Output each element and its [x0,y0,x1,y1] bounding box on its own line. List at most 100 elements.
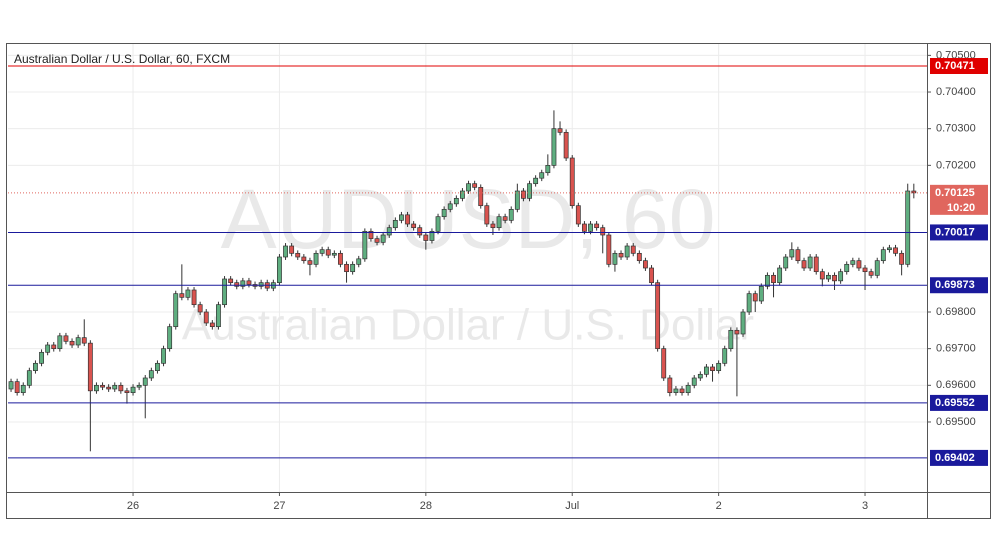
candle-body [838,271,844,282]
candle-body [630,245,636,254]
candle-body [100,384,105,388]
candle-body [893,247,898,254]
candle-body [594,223,600,229]
candle-body [588,223,593,232]
watermark-subtitle: Australian Dollar / U.S. Dollar [182,301,754,350]
candle-body [8,381,14,390]
candle-body [655,282,661,350]
candle-body [813,256,819,273]
candle-body [222,278,227,306]
candle-body [746,293,752,313]
candle-body [283,245,288,258]
level-label-bg [930,224,988,241]
y-tick-label: 0.69700 [936,343,976,355]
candle-body [228,278,234,284]
candle-body [301,256,307,262]
candle-body [880,249,886,262]
candle-body [26,370,32,386]
y-tick-label: 0.70300 [936,123,976,135]
candle-body [508,208,514,221]
candle-body [155,362,160,372]
candle-body [868,271,874,276]
level-label: 0.70017 [935,226,975,238]
candle-body [874,260,880,276]
candle-body [258,282,264,287]
level-label-bg [930,57,988,74]
candle-body [478,186,484,207]
candle-body [136,384,142,388]
candle-body [246,280,252,285]
candle-body [216,304,221,328]
candle-body [240,280,246,287]
candle-body [777,267,783,284]
candle-body [386,227,392,236]
candle-body [185,289,191,298]
candle-body [539,172,545,179]
x-tick-label: 3 [862,500,868,512]
candle-body [850,260,856,265]
y-tick-label: 0.69600 [936,379,976,391]
candle-body [612,252,618,265]
candle-body [789,249,795,258]
candle-body [569,157,575,207]
candle-body [514,190,520,210]
candle-body [20,384,26,393]
candle-body [899,252,905,265]
last-price-label: 0.70125 [935,187,975,199]
candle-body [289,245,295,254]
x-tick-label: 2 [716,500,722,512]
candle-body [197,304,203,313]
candle-body [484,205,490,225]
x-tick-label: Jul [565,500,579,512]
candle-body [81,337,87,344]
candle-body [887,247,892,251]
candle-body [405,214,410,225]
candle-body [844,263,850,273]
candle-body [167,326,173,350]
candle-body [472,183,478,188]
countdown: 10:20 [947,202,975,214]
candle-body [411,223,417,229]
candle-body [124,390,130,393]
candle-body [331,252,337,256]
candle-body [69,340,75,346]
candle-body [722,348,728,364]
level-label: 0.70471 [935,60,975,72]
x-tick-label: 28 [420,500,432,512]
candle-body [575,205,581,225]
candle-body [752,293,758,302]
candle-body [600,227,606,236]
candle-body [832,274,837,282]
plot [8,65,927,459]
candle-body [466,183,471,192]
candle-body [325,249,331,256]
candle-body [319,249,325,254]
candle-body [740,311,746,335]
candle-body [826,274,831,280]
candle-body [856,260,862,269]
candle-body [765,274,770,287]
candle-body [697,373,703,379]
candle-body [502,216,508,221]
level-label-bg [930,449,988,466]
candle-body [277,256,282,284]
candle-body [39,351,44,364]
candle-body [161,348,166,364]
candle-body [356,258,362,265]
candle-body [94,384,99,392]
candle-body [795,249,801,262]
candle-body [203,311,209,324]
candle-body [417,227,423,236]
candle-body [533,177,539,185]
candle-body [63,335,69,342]
candle-body [234,282,240,287]
candle-body [441,208,447,218]
chart-title: Australian Dollar / U.S. Dollar, 60, FXC… [14,52,230,66]
candle-body [673,388,679,393]
candle-body [51,344,57,350]
level-label: 0.69873 [935,279,975,291]
candle-body [819,271,825,280]
candle-body [33,362,38,372]
